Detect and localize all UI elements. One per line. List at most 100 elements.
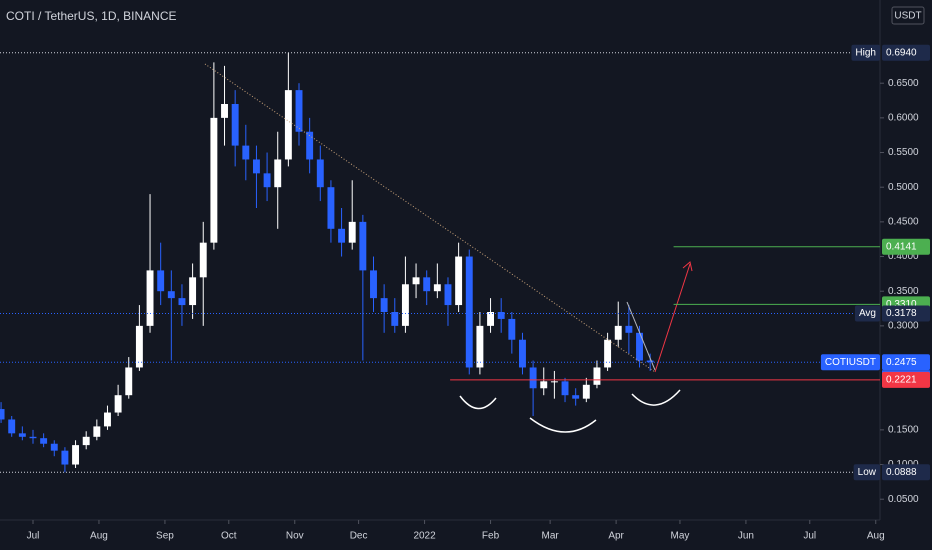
candle-body xyxy=(221,104,228,118)
x-tick-label: 2022 xyxy=(413,531,436,542)
candle-body xyxy=(125,367,133,396)
candle-body xyxy=(465,256,473,368)
candle-body xyxy=(8,419,16,434)
candle-body xyxy=(412,277,420,285)
candle-body xyxy=(391,312,399,326)
level-value: 0.3178 xyxy=(886,308,917,319)
x-tick-label: Jul xyxy=(803,531,816,542)
candle-body xyxy=(178,298,186,306)
currency-box[interactable] xyxy=(891,6,925,25)
level-tag xyxy=(882,371,930,388)
level-tag xyxy=(882,464,930,481)
candle-body xyxy=(231,104,239,146)
candle-body xyxy=(167,291,175,299)
candle-body xyxy=(550,381,558,383)
y-tick-label: 0.3000 xyxy=(888,321,919,332)
candle-body xyxy=(199,242,207,278)
candle-body xyxy=(29,436,37,439)
chart-title: COTI / TetherUS, 1D, BINANCE xyxy=(6,9,177,23)
x-tick-label: Apr xyxy=(608,531,624,542)
candle-body xyxy=(82,436,90,446)
candle-body xyxy=(423,277,431,292)
y-tick-label: 0.5000 xyxy=(888,182,919,193)
candle-body xyxy=(508,318,516,340)
level-value: 0.6940 xyxy=(886,47,917,58)
y-tick-label: 0.4000 xyxy=(888,251,919,262)
y-tick-label: 0.3500 xyxy=(888,286,919,297)
candle-body xyxy=(104,412,111,427)
x-tick-label: Oct xyxy=(221,531,237,542)
level-value: 0.3310 xyxy=(886,299,917,310)
candle-body xyxy=(519,339,526,368)
candle-body xyxy=(61,450,69,465)
candle-body xyxy=(604,339,612,368)
candle-body xyxy=(497,312,505,319)
candle-body xyxy=(72,445,80,465)
candle-body xyxy=(636,332,643,361)
level-tag xyxy=(882,305,930,322)
level-value: 0.2475 xyxy=(886,357,917,368)
candle-body xyxy=(487,312,495,326)
candle-body xyxy=(433,284,441,292)
candle-body xyxy=(242,145,250,160)
level-value: 0.4141 xyxy=(886,241,917,252)
candle-body xyxy=(210,117,218,243)
candle-body xyxy=(646,360,654,363)
candle-body xyxy=(380,298,388,312)
candle-body xyxy=(50,443,58,451)
x-tick-label: Mar xyxy=(542,531,560,542)
candle-body xyxy=(0,409,5,420)
candle-body xyxy=(327,187,335,229)
x-tick-label: Aug xyxy=(90,531,108,542)
level-name-tag xyxy=(854,305,880,322)
y-tick-label: 0.1500 xyxy=(888,425,919,436)
level-value: 0.2221 xyxy=(886,375,917,386)
level-tag xyxy=(882,44,930,61)
candle-body xyxy=(582,384,590,399)
level-name-tag xyxy=(820,354,880,371)
y-tick-label: 0.0500 xyxy=(888,494,919,505)
candle-body xyxy=(252,159,260,174)
right-shoulder xyxy=(631,389,681,406)
candle-body xyxy=(348,221,356,243)
candle-body xyxy=(146,270,154,326)
x-tick-label: May xyxy=(670,531,689,542)
candle-body xyxy=(401,284,409,326)
candle-body xyxy=(284,90,292,160)
candle-body xyxy=(370,270,377,299)
candle-body xyxy=(338,228,346,243)
candle-body xyxy=(540,381,548,389)
candle-body xyxy=(614,325,622,340)
projection-arrow xyxy=(654,263,691,373)
candle-body xyxy=(135,325,143,368)
y-tick-label: 0.6500 xyxy=(888,78,919,89)
y-tick-label: 0.4500 xyxy=(888,217,919,228)
candle-body xyxy=(40,438,48,444)
x-tick-label: Jul xyxy=(27,531,40,542)
x-tick-label: Dec xyxy=(350,531,368,542)
level-tag xyxy=(882,238,930,255)
candle-body xyxy=(306,131,314,160)
candle-body xyxy=(295,90,303,132)
candle-body xyxy=(572,395,580,399)
level-tag xyxy=(882,354,930,371)
candle-body xyxy=(157,270,165,292)
x-tick-label: Nov xyxy=(286,531,304,542)
candle-body xyxy=(625,325,633,333)
x-tick-label: Aug xyxy=(867,531,885,542)
candle-body xyxy=(561,381,569,396)
left-shoulder xyxy=(459,395,497,410)
candle-body xyxy=(114,395,122,413)
x-tick-label: Feb xyxy=(482,531,500,542)
candle-body xyxy=(263,173,271,188)
plot xyxy=(0,52,654,473)
candle-body xyxy=(476,325,484,368)
head xyxy=(529,417,597,433)
candle-body xyxy=(529,367,537,389)
candle-body xyxy=(444,284,452,306)
level-name-tag xyxy=(853,464,880,481)
candle-body xyxy=(455,256,463,306)
candle-body xyxy=(189,277,197,306)
arrow-head xyxy=(682,261,693,272)
